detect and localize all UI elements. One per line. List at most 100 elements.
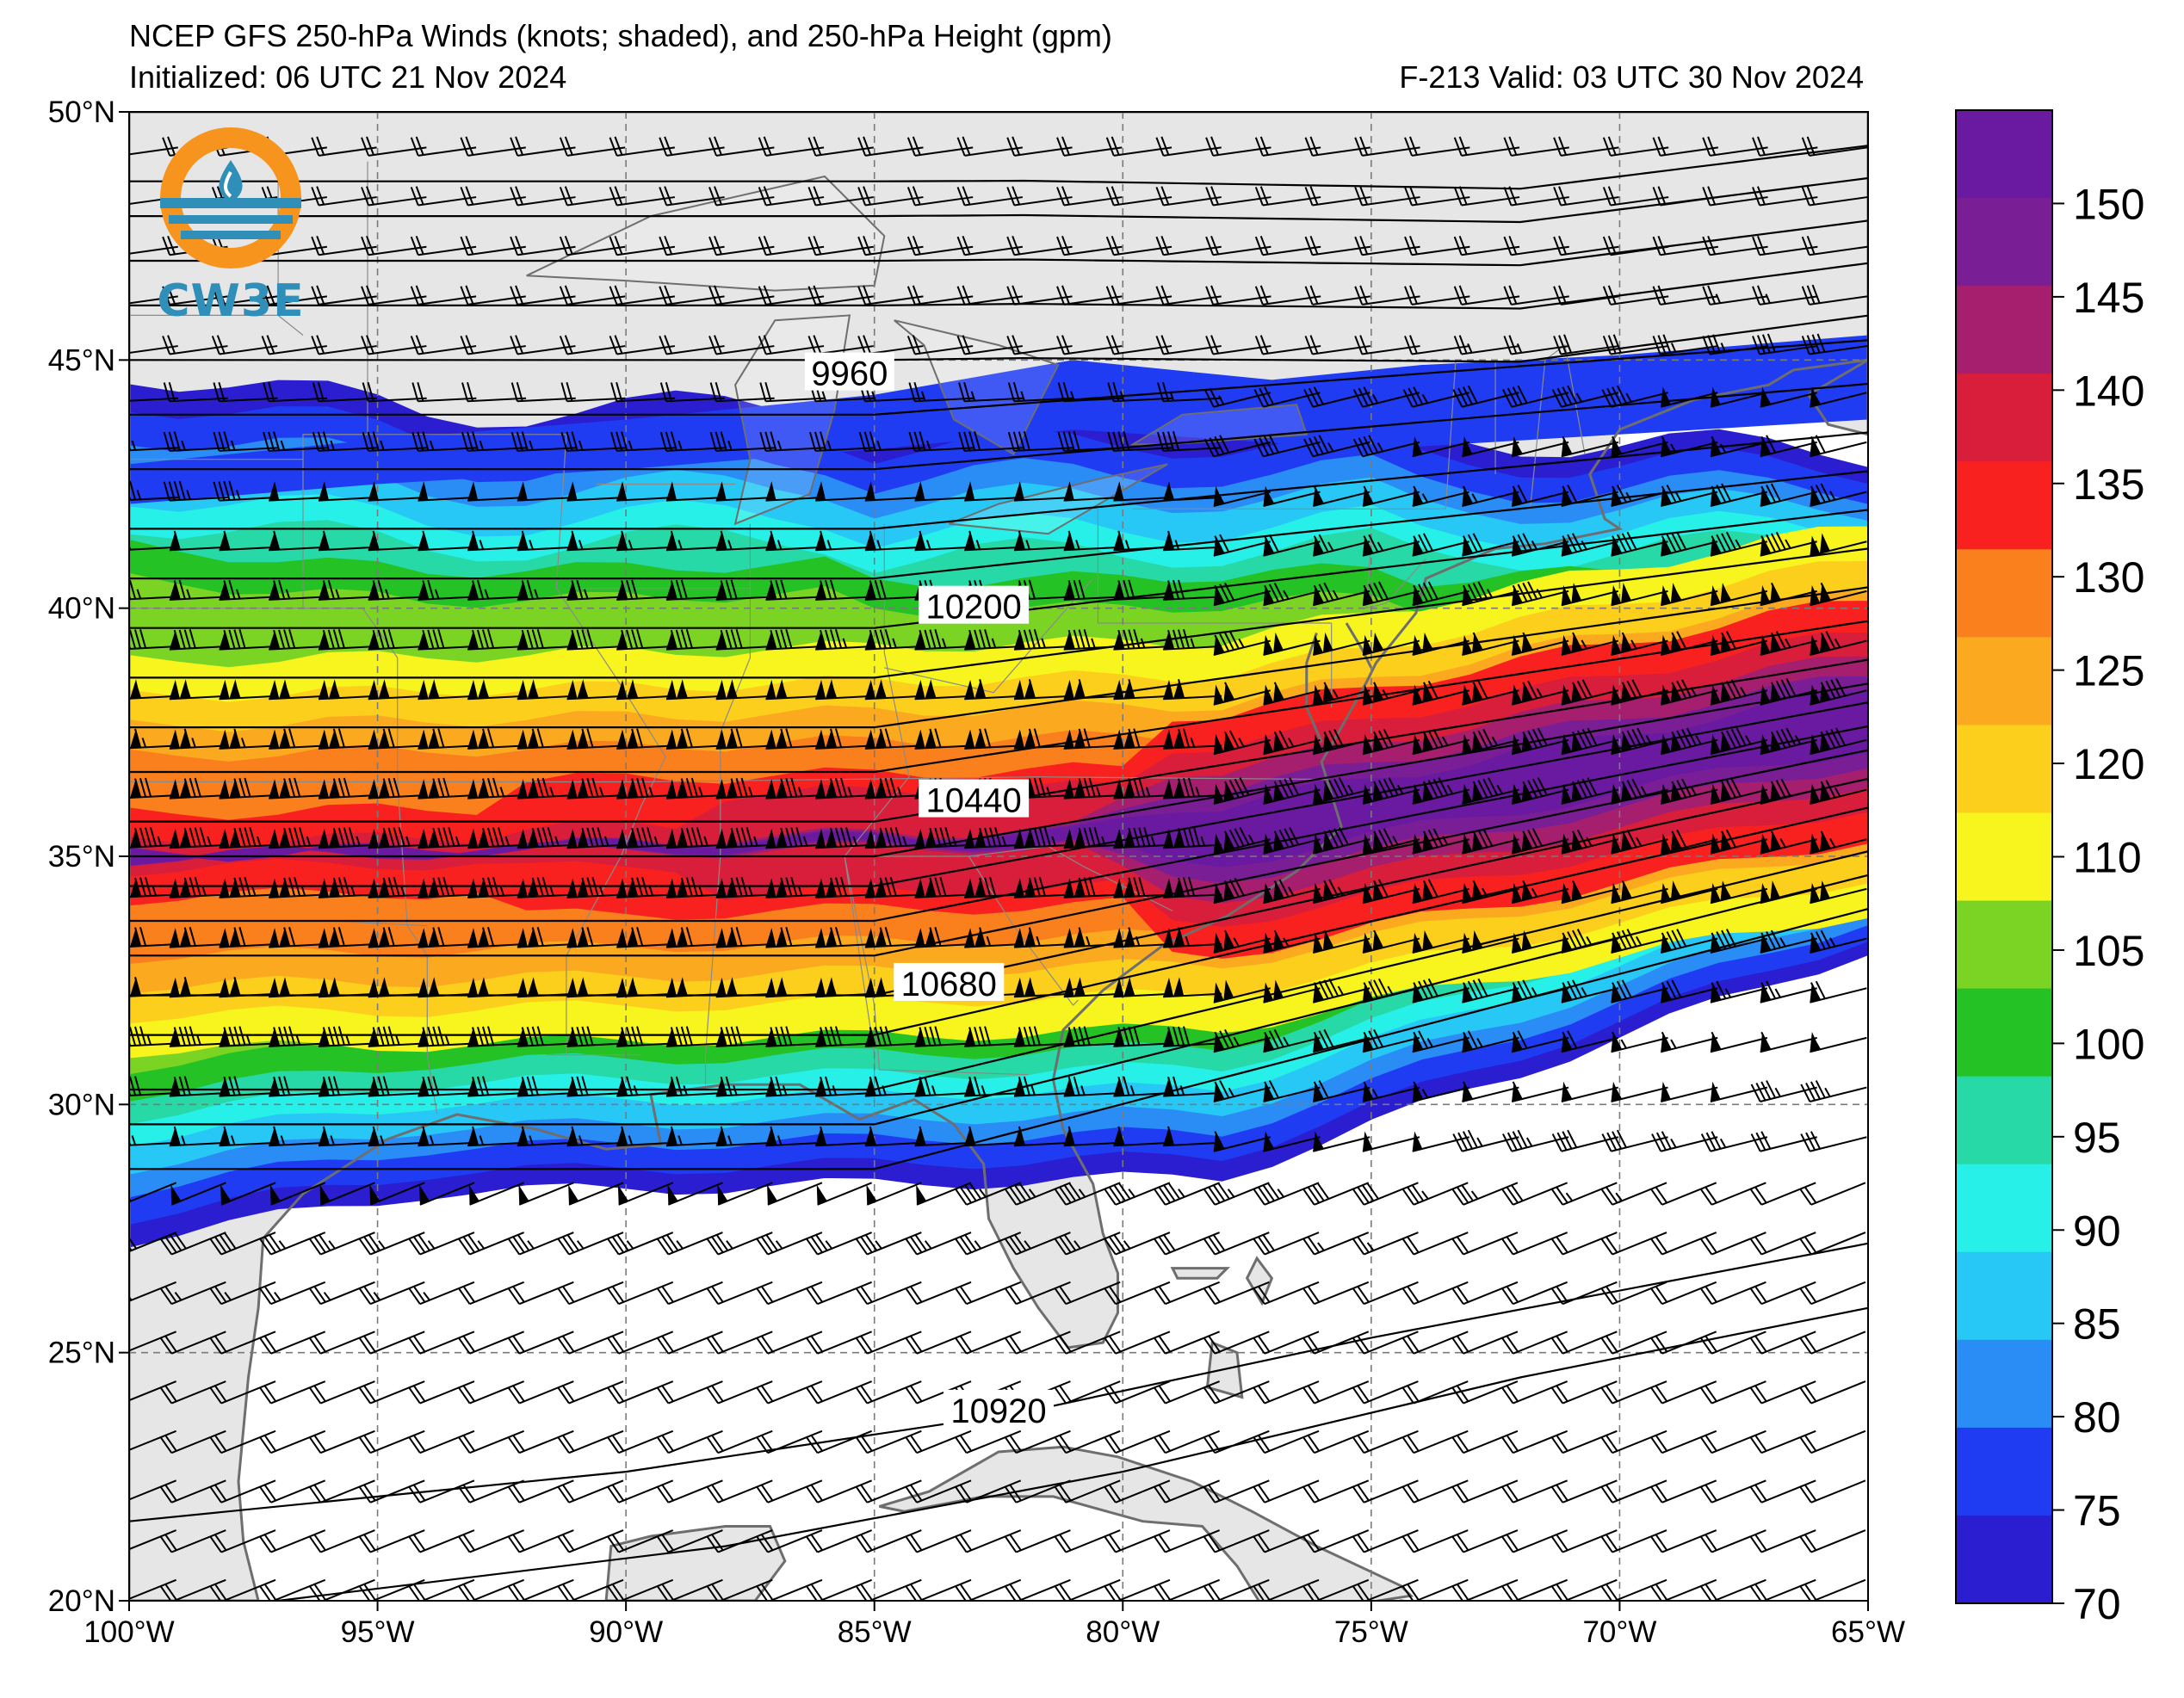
wind-barb-feather xyxy=(516,381,523,402)
wind-barb-flag xyxy=(1661,535,1671,556)
wind-barb-feather xyxy=(1616,534,1627,553)
wind-barb xyxy=(510,335,576,355)
wind-barb-shaft xyxy=(616,295,676,306)
wind-barb-half-feather xyxy=(1814,395,1821,405)
wind-barb-feather xyxy=(510,236,519,256)
wind-barb-feather xyxy=(411,431,419,452)
wind-barb-feather xyxy=(763,335,772,355)
wind-barb-feather xyxy=(1657,335,1667,355)
wind-barb-shaft xyxy=(815,245,874,256)
wind-barb-feather xyxy=(1205,336,1215,355)
wind-barb-feather xyxy=(515,285,524,305)
wind-barb xyxy=(1063,530,1123,552)
wind-barb-shaft xyxy=(1063,196,1123,207)
wind-barb-flag xyxy=(1710,436,1721,457)
wind-barb-feather xyxy=(974,430,981,451)
wind-barb-feather xyxy=(863,431,871,451)
wind-barb-feather xyxy=(963,431,971,451)
wind-barb-feather xyxy=(912,335,921,355)
wind-barb xyxy=(559,285,626,306)
wind-barb-feather xyxy=(1268,435,1279,454)
wind-barb-shaft xyxy=(1809,245,1868,256)
wind-barb-feather xyxy=(1062,381,1070,402)
wind-barb-feather xyxy=(1006,286,1016,306)
wind-barb-half-feather xyxy=(1371,393,1379,404)
wind-barb-feather xyxy=(869,431,876,451)
wind-barb-flag xyxy=(219,580,230,600)
wind-barb-shaft xyxy=(765,295,825,306)
wind-barb xyxy=(1503,136,1569,157)
wind-barb-feather xyxy=(167,235,176,255)
wind-barb xyxy=(559,235,626,256)
wind-barb-feather xyxy=(1259,437,1270,456)
wind-barb-feather xyxy=(1752,236,1760,256)
wind-barb-feather xyxy=(1462,535,1473,554)
wind-barb-feather xyxy=(1304,336,1314,355)
wind-barb-feather xyxy=(411,382,419,402)
wind-barb-half-feather xyxy=(235,490,241,500)
wind-barb-feather xyxy=(1413,386,1424,405)
wind-barb xyxy=(1352,386,1420,408)
wind-barb xyxy=(906,186,974,207)
wind-barb xyxy=(361,335,427,355)
wind-barb-shaft xyxy=(815,196,874,207)
wind-barb-feather xyxy=(770,431,777,451)
wind-barb xyxy=(261,285,328,306)
wind-barb xyxy=(708,186,775,207)
wind-barb xyxy=(1056,136,1123,157)
wind-barb xyxy=(956,136,1024,157)
wind-barb-feather xyxy=(1254,336,1264,355)
wind-barb-feather xyxy=(609,236,618,256)
wind-barb-feather xyxy=(609,286,618,306)
wind-barb xyxy=(368,530,427,552)
wind-barb-feather xyxy=(1721,533,1732,552)
wind-barb xyxy=(1254,335,1321,355)
wind-barb-flag xyxy=(1313,535,1323,556)
wind-barb-feather xyxy=(1219,435,1230,454)
wind-barbs xyxy=(129,136,1868,1601)
wind-barb-shaft xyxy=(1511,196,1569,207)
wind-barb-half-feather xyxy=(1174,540,1180,550)
wind-barb xyxy=(1254,285,1321,306)
wind-barb xyxy=(318,579,377,601)
wind-barb-feather xyxy=(312,431,319,452)
wind-barb-flag xyxy=(616,481,628,501)
wind-barb xyxy=(1254,136,1321,157)
wind-barb-feather xyxy=(472,431,479,451)
wind-barb-feather xyxy=(1517,534,1528,553)
wind-barb xyxy=(1602,334,1669,355)
wind-barb-flag xyxy=(1412,535,1423,556)
wind-barb-feather xyxy=(1707,186,1717,206)
wind-barb xyxy=(510,186,576,207)
wind-barb-flag xyxy=(1462,436,1473,457)
wind-barb-feather xyxy=(1453,137,1463,157)
wind-barb-feather xyxy=(709,431,717,452)
wind-barb-feather xyxy=(460,336,469,355)
wind-barb-flag xyxy=(566,530,578,551)
wind-barb-feather xyxy=(813,136,822,156)
wind-barb-feather xyxy=(1563,334,1572,354)
height-contour-line xyxy=(129,262,1868,310)
wind-barb xyxy=(361,186,427,207)
wind-barb xyxy=(1304,186,1371,207)
height-contour-line xyxy=(129,850,1868,1091)
wind-barb-feather xyxy=(1517,385,1528,404)
height-contour-line xyxy=(129,586,1868,729)
wind-barb xyxy=(807,136,874,157)
wind-barb-feather xyxy=(614,186,623,206)
wind-barb xyxy=(864,530,924,552)
wind-barb-half-feather xyxy=(727,440,733,451)
wind-barb xyxy=(467,579,527,601)
wind-barb xyxy=(1801,186,1868,207)
wind-barb-feather xyxy=(680,579,688,599)
wind-barb xyxy=(1453,285,1520,306)
wind-barb-half-feather xyxy=(1327,541,1334,552)
height-contour-line xyxy=(129,701,1868,887)
wind-barb-feather xyxy=(162,137,171,157)
wind-barb-feather xyxy=(1309,186,1319,206)
height-contour-line xyxy=(277,1306,1868,1601)
wind-barb-flag xyxy=(964,481,975,501)
wind-barb-feather xyxy=(1203,389,1215,408)
wind-barb-feather xyxy=(367,381,374,402)
wind-barb xyxy=(269,579,328,601)
